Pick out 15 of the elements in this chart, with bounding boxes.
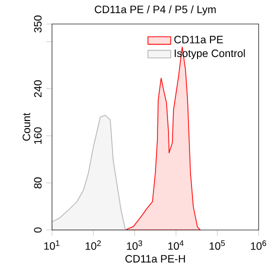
x-tick-label: 10$^{5}$ (210, 240, 225, 250)
chart-title: CD11a PE / P4 / P5 / Lym (94, 5, 216, 16)
x-tick-label: 10$^{4}$ (168, 240, 184, 250)
x-tick-label: 10$^{6}$ (250, 240, 266, 250)
x-tick-label: 10$^{3}$ (126, 240, 142, 250)
y-tick-label: 0 (34, 227, 42, 233)
y-tick-label: 350 (34, 16, 42, 33)
y-tick-label: 160 (34, 127, 42, 144)
y-tick-label: 240 (34, 80, 42, 98)
x-axis-title: CD11a PE-H (125, 255, 185, 263)
x-tick-label: 10$^{2}$ (86, 240, 101, 250)
y-tick-label: 80 (34, 177, 42, 188)
y-axis-title: Count (22, 112, 30, 141)
legend-label: CD11a PE (174, 36, 223, 44)
x-tick-label: 10$^{1}$ (44, 240, 60, 250)
